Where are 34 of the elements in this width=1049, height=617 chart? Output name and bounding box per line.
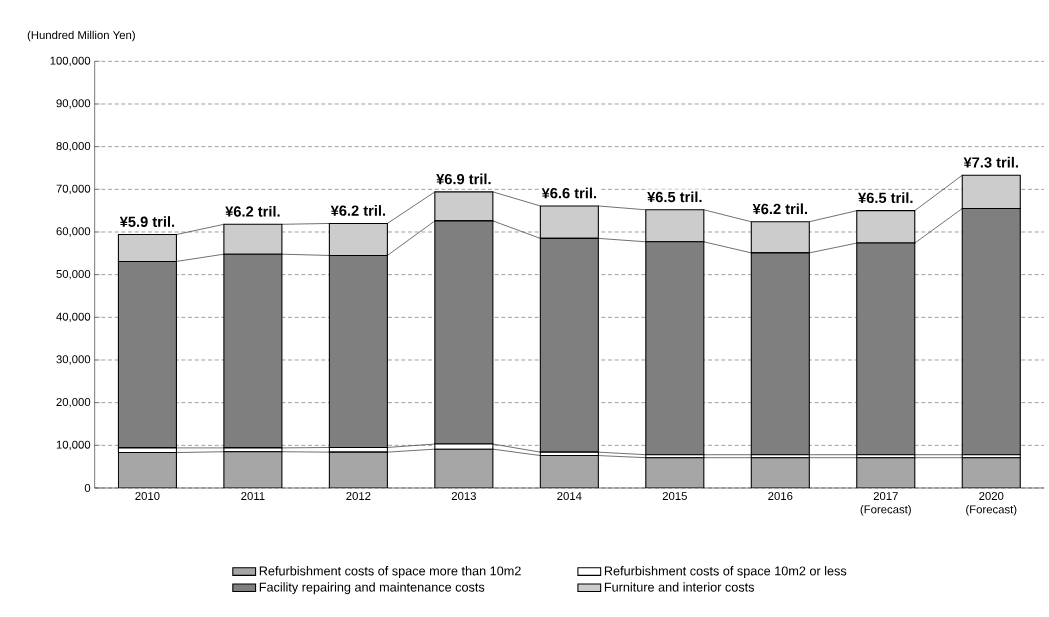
annotation: ¥6.2 tril. — [225, 205, 280, 217]
y-tick-label: 70,000 — [56, 184, 91, 194]
x-tick-label: 2017 (Forecast) — [860, 492, 911, 516]
y-tick-label: 100,000 — [50, 56, 91, 66]
y-tick-label: 30,000 — [56, 355, 91, 365]
legend-label: Furniture and interior costs — [604, 582, 755, 592]
y-tick-label: 90,000 — [56, 99, 91, 109]
legend-label: Refurbishment costs of space 10m2 or less — [604, 566, 847, 578]
y-axis-title: (Hundred Million Yen) — [27, 30, 135, 42]
annotation: ¥6.5 tril. — [647, 191, 702, 203]
annotation: ¥6.2 tril. — [330, 205, 386, 216]
annotation: ¥6.2 tril. — [752, 203, 807, 215]
x-tick-label: 2012 — [346, 492, 371, 501]
x-tick-label: 2016 — [768, 492, 793, 501]
y-tick-label: 50,000 — [56, 269, 91, 280]
y-tick-label: 40,000 — [56, 312, 91, 322]
y-tick-label: 10,000 — [56, 440, 91, 450]
x-tick-label: 2011 — [241, 492, 265, 501]
legend-label: Refurbishment costs of space more than 10m2 — [259, 566, 521, 578]
y-tick-label: 60,000 — [56, 227, 91, 237]
x-tick-label: 2010 — [135, 492, 160, 501]
annotation: ¥6.9 tril. — [436, 173, 491, 185]
y-tick-label: 0 — [84, 483, 91, 492]
annotation: ¥6.6 tril. — [541, 187, 597, 199]
x-tick-label: 2015 — [662, 492, 687, 501]
annotation: ¥5.9 tril. — [119, 216, 175, 227]
x-tick-label: 2014 — [557, 492, 582, 501]
x-tick-label: 2013 — [451, 492, 476, 501]
legend-label: Facility repairing and maintenance costs — [259, 582, 485, 595]
y-tick-label: 80,000 — [56, 141, 91, 152]
annotation: ¥7.3 tril. — [963, 156, 1018, 168]
annotation: ¥6.5 tril. — [858, 192, 913, 204]
y-tick-label: 20,000 — [56, 397, 91, 408]
x-tick-label: 2020 (Forecast) — [966, 492, 1017, 516]
